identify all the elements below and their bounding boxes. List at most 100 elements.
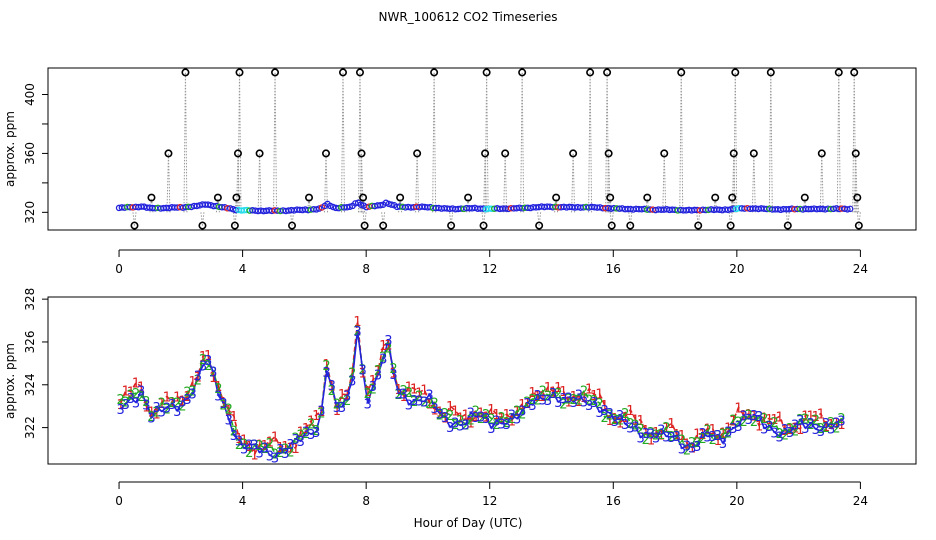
- top-y-axis-label: approx. ppm: [3, 111, 17, 187]
- spike-line: [132, 212, 135, 226]
- series-marker-3: 3: [703, 430, 711, 445]
- spike-point: [749, 149, 758, 158]
- baseline-point: [346, 203, 354, 211]
- series-marker-3: 3: [358, 364, 366, 379]
- series-marker-2: 2: [353, 324, 361, 339]
- series-marker-1: 1: [183, 390, 191, 405]
- series-marker-1: 1: [523, 397, 531, 412]
- series-marker-3: 3: [389, 368, 397, 383]
- series-marker-3: 3: [503, 418, 511, 433]
- series-marker-3: 3: [219, 397, 227, 412]
- series-marker-1: 1: [750, 410, 758, 425]
- series-marker-3: 3: [765, 420, 773, 435]
- series-marker-3: 3: [189, 388, 197, 403]
- spike-line: [697, 212, 701, 226]
- series-marker-3: 3: [786, 426, 794, 441]
- spike-line: [663, 153, 667, 213]
- series-marker-3: 3: [745, 413, 753, 428]
- series-marker-1: 1: [343, 389, 351, 404]
- spike-line: [340, 72, 344, 213]
- spike-line: [589, 72, 593, 213]
- series-marker-2: 2: [132, 387, 140, 402]
- series-marker-3: 3: [575, 389, 583, 404]
- baseline-point: [844, 206, 851, 213]
- series-marker-1: 1: [554, 381, 562, 396]
- series-marker-3: 3: [513, 413, 521, 428]
- spike-point: [482, 68, 491, 77]
- series-marker-3: 3: [271, 451, 279, 466]
- spike-line: [572, 153, 576, 213]
- series-marker-3: 3: [518, 404, 526, 419]
- series-marker-3: 3: [719, 437, 727, 452]
- series-marker-1: 1: [158, 397, 166, 412]
- series-marker-1: 1: [606, 414, 614, 429]
- series-marker-2: 2: [328, 384, 336, 399]
- series-marker-2: 2: [765, 420, 773, 435]
- series-marker-1: 1: [312, 409, 320, 424]
- series-marker-1: 1: [822, 420, 830, 435]
- series-marker-2: 2: [379, 350, 387, 365]
- series-marker-2: 2: [590, 394, 598, 409]
- spike-line: [381, 212, 384, 226]
- series-marker-3: 3: [333, 401, 341, 416]
- series-marker-3: 3: [827, 423, 835, 438]
- series-marker-1: 1: [518, 398, 526, 413]
- spike-point: [322, 149, 331, 158]
- series-marker-1: 1: [142, 401, 150, 416]
- series-marker-1: 1: [503, 408, 511, 423]
- spike-line: [628, 212, 631, 226]
- series-marker-2: 2: [745, 409, 753, 424]
- series-marker-2: 2: [317, 406, 325, 421]
- series-marker-2: 2: [230, 425, 238, 440]
- series-marker-3: 3: [369, 380, 377, 395]
- series-marker-2: 2: [302, 427, 310, 442]
- series-marker-1: 1: [580, 391, 588, 406]
- series-marker-1: 1: [678, 429, 686, 444]
- spike-point: [604, 149, 613, 158]
- series-marker-1: 1: [199, 350, 207, 365]
- series-marker-2: 2: [806, 418, 814, 433]
- series-marker-3: 3: [467, 407, 475, 422]
- series-marker-3: 3: [214, 390, 222, 405]
- series-marker-2: 2: [626, 417, 634, 432]
- spike-line: [273, 72, 276, 213]
- series-marker-1: 1: [163, 390, 171, 405]
- series-marker-1: 1: [405, 381, 413, 396]
- spike-line: [662, 153, 665, 213]
- series-marker-2: 2: [214, 382, 222, 397]
- series-marker-3: 3: [343, 389, 351, 404]
- series-marker-2: 2: [786, 422, 794, 437]
- series-marker-3: 3: [523, 397, 531, 412]
- series-marker-1: 1: [595, 388, 603, 403]
- spike-point: [213, 193, 222, 202]
- series-marker-2: 2: [832, 421, 840, 436]
- series-marker-2: 2: [755, 410, 763, 425]
- spike-point: [130, 221, 139, 230]
- series-marker-1: 1: [461, 408, 469, 423]
- spike-point: [728, 193, 737, 202]
- series-marker-1: 1: [127, 385, 135, 400]
- series-marker-3: 3: [163, 401, 171, 416]
- series-marker-3: 3: [616, 409, 624, 424]
- series-marker-3: 3: [544, 394, 552, 409]
- series-marker-1: 1: [271, 431, 279, 446]
- series-marker-1: 1: [683, 437, 691, 452]
- spike-line: [166, 153, 169, 213]
- spike-point: [851, 149, 860, 158]
- series-marker-3: 3: [801, 422, 809, 437]
- series-marker-3: 3: [683, 440, 691, 455]
- spike-line: [257, 153, 261, 213]
- spike-line: [728, 212, 732, 226]
- spike-line: [325, 153, 329, 213]
- series-marker-2: 2: [760, 412, 768, 427]
- series-marker-1: 1: [302, 422, 310, 437]
- series-marker-1: 1: [379, 339, 387, 354]
- series-marker-2: 2: [472, 404, 480, 419]
- series-marker-1: 1: [400, 390, 408, 405]
- series-marker-1: 1: [812, 410, 820, 425]
- series-marker-1: 1: [415, 386, 423, 401]
- series-marker-3: 3: [338, 401, 346, 416]
- series-marker-1: 1: [745, 408, 753, 423]
- series-marker-1: 1: [817, 408, 825, 423]
- series-marker-1: 1: [451, 405, 459, 420]
